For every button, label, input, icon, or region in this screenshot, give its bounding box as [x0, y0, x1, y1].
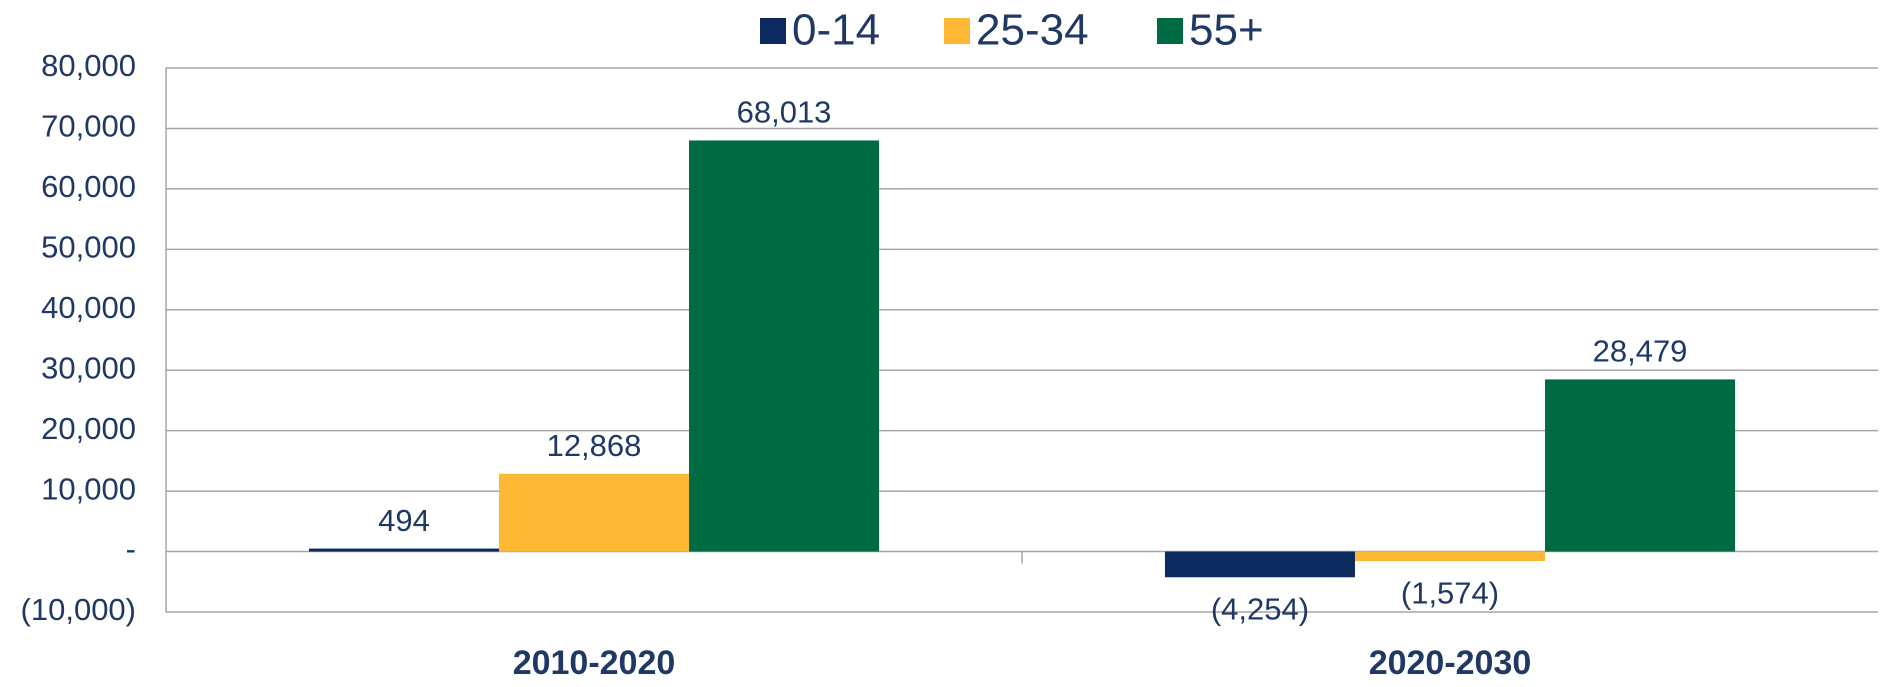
bar: [1354, 551, 1546, 562]
x-tick-label: 2010-2020: [513, 644, 676, 682]
bar: [1545, 379, 1736, 552]
y-tick-label: 60,000: [41, 169, 136, 204]
legend-label: 55+: [1189, 6, 1264, 55]
bar: [498, 473, 690, 552]
data-label: 494: [378, 503, 430, 538]
y-tick-label: 10,000: [41, 471, 136, 506]
data-label: (4,254): [1211, 591, 1309, 626]
data-label: 68,013: [737, 95, 832, 130]
data-label: (1,574): [1401, 575, 1499, 610]
data-label: 28,479: [1593, 334, 1688, 369]
y-tick-label: 20,000: [41, 411, 136, 446]
bar: [1164, 551, 1355, 578]
legend-swatch: [944, 18, 970, 44]
legend-label: 0-14: [792, 6, 880, 55]
y-tick-label: -: [126, 532, 136, 567]
y-tick-label: 80,000: [41, 48, 136, 83]
y-tick-label: (10,000): [21, 592, 136, 627]
y-tick-label: 50,000: [41, 230, 136, 265]
bar: [689, 140, 880, 552]
bar: [308, 548, 499, 552]
legend-swatch: [1157, 18, 1183, 44]
y-tick-label: 30,000: [41, 350, 136, 385]
y-tick-label: 70,000: [41, 109, 136, 144]
data-label: 12,868: [547, 428, 642, 463]
legend-swatch: [760, 18, 786, 44]
legend-label: 25-34: [976, 6, 1089, 55]
y-tick-label: 40,000: [41, 290, 136, 325]
x-tick-label: 2020-2030: [1369, 644, 1532, 682]
